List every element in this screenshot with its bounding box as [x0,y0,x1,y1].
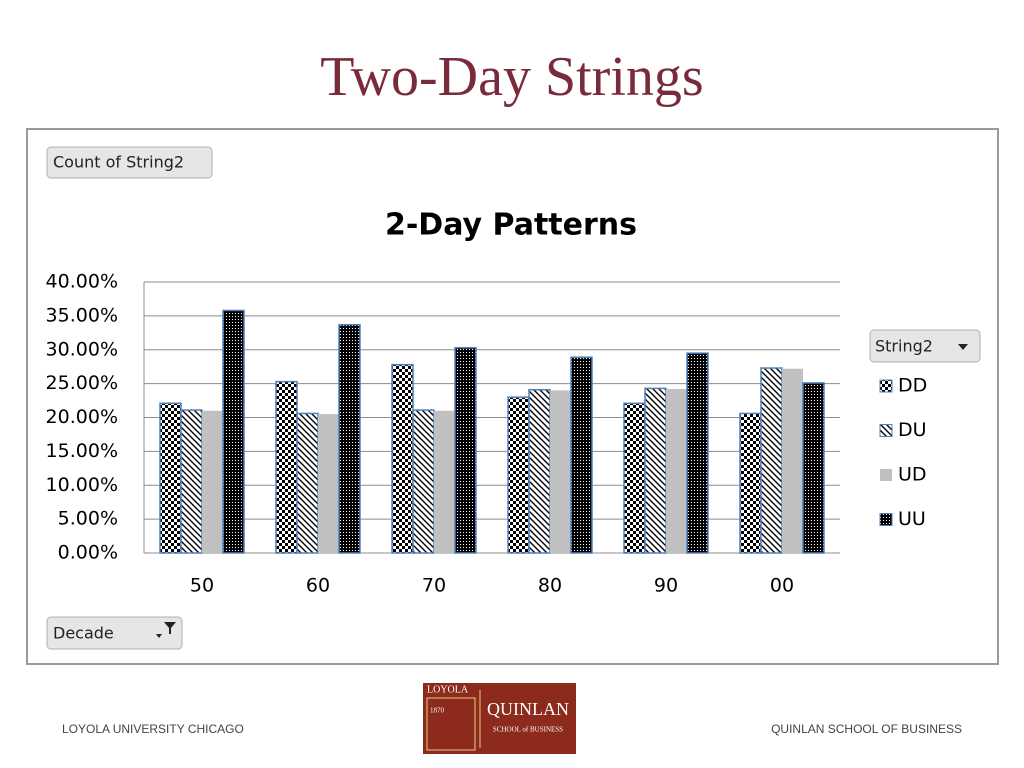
y-tick-label: 40.00% [46,271,118,293]
bar [760,367,783,554]
logo-year: 1870 [430,707,445,715]
bar [338,323,361,554]
y-tick-label: 0.00% [58,542,118,564]
legend-label: UU [898,508,926,530]
legend-swatch [879,379,893,393]
legend-button-label: String2 [875,337,933,356]
bar [159,402,182,554]
bar [666,389,687,553]
legend-label: UD [898,464,927,486]
bar [507,396,530,554]
filter-icon [156,622,176,638]
bar [686,352,709,554]
x-tick-label: 90 [654,575,678,597]
bar [644,387,667,554]
footer-right: QUINLAN SCHOOL OF BUSINESS [771,722,962,736]
bar [180,409,203,554]
bar [434,410,455,553]
y-tick-label: 5.00% [58,508,118,530]
x-tick-label: 60 [306,575,330,597]
bar [550,390,571,553]
chart-title: 2-Day Patterns [385,208,637,243]
legend-button[interactable] [869,329,981,363]
bar [528,388,551,554]
bar [802,382,825,554]
legend-swatch [879,513,893,526]
y-tick-label: 10.00% [46,474,118,496]
dropdown-arrow [958,344,968,350]
slide-title: Two-Day Strings [320,46,703,108]
legend-swatch [880,469,892,481]
y-tick-label: 35.00% [46,304,118,326]
legend-swatch [879,424,893,437]
logo [423,683,576,754]
axis-button[interactable] [46,616,183,650]
y-tick-label: 25.00% [46,372,118,394]
x-tick-label: 00 [770,575,794,597]
x-tick-label: 70 [422,575,446,597]
bar [296,412,319,554]
value-button[interactable] [46,146,213,179]
bar [623,402,646,554]
logo-sub: SCHOOL of BUSINESS [493,726,563,734]
logo-crest [426,697,476,751]
y-tick-label: 20.00% [46,406,118,428]
bar [202,410,223,553]
bar [454,346,477,554]
bar [275,380,298,554]
x-tick-label: 80 [538,575,562,597]
axis-button-label: Decade [53,624,114,643]
bar [739,412,762,554]
footer-left: LOYOLA UNIVERSITY CHICAGO [62,722,244,736]
bar [570,356,593,554]
x-tick-label: 50 [190,575,214,597]
legend-label: DU [898,419,927,441]
value-button-label: Count of String2 [53,153,184,172]
logo-name: QUINLAN [487,699,569,719]
y-tick-label: 30.00% [46,338,118,360]
bar [412,409,435,554]
y-tick-label: 15.00% [46,440,118,462]
bar [391,363,414,554]
bar [782,368,803,553]
bar [318,414,339,553]
legend-label: DD [898,375,927,397]
bar [222,309,245,554]
logo-top: LOYOLA [427,684,469,695]
